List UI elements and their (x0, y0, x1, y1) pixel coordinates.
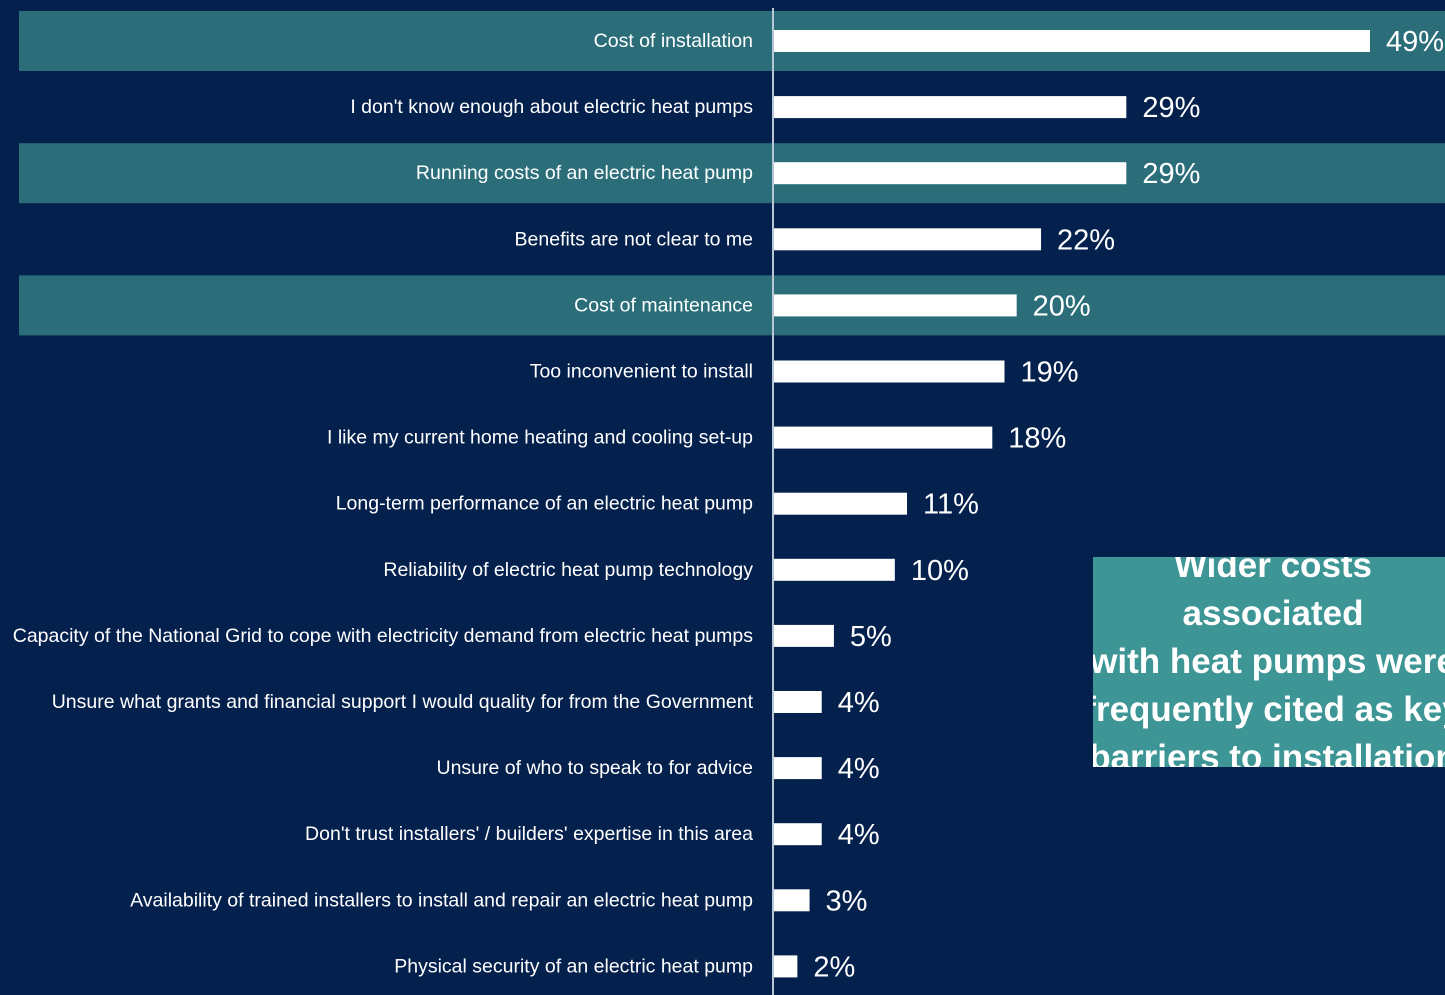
bar (773, 360, 1005, 383)
bar (773, 294, 1017, 317)
bar (773, 757, 822, 780)
value-label: 29% (1142, 158, 1200, 190)
bars (773, 30, 1370, 978)
bar (773, 691, 822, 713)
value-label: 22% (1057, 224, 1115, 256)
value-label: 19% (1020, 357, 1078, 389)
value-label: 20% (1033, 290, 1091, 322)
value-label: 29% (1142, 92, 1200, 124)
category-label: Unsure what grants and financial support… (52, 691, 754, 713)
bar (773, 889, 810, 912)
value-label: 4% (838, 753, 880, 785)
bar (773, 228, 1042, 251)
callout-box: Wider costs associated with heat pumps w… (1093, 557, 1445, 767)
value-label: 3% (826, 885, 868, 917)
bar (773, 30, 1370, 52)
category-label: Benefits are not clear to me (515, 228, 753, 250)
row-bands (19, 11, 1445, 336)
value-label: 18% (1008, 423, 1066, 455)
category-label: Availability of trained installers to in… (130, 889, 753, 911)
row-highlight-band (19, 275, 1445, 336)
value-label: 2% (813, 951, 855, 983)
category-label: Capacity of the National Grid to cope wi… (13, 625, 754, 647)
value-label: 4% (838, 819, 880, 851)
category-labels: Cost of installation I don't know enough … (13, 30, 754, 977)
bar (773, 624, 834, 647)
bar (773, 96, 1127, 119)
row-highlight-band (19, 143, 1445, 204)
category-label: Cost of maintenance (574, 294, 753, 316)
value-label: 49% (1386, 26, 1444, 58)
category-label: I don't know enough about electric heat … (350, 96, 753, 118)
category-label: Physical security of an electric heat pu… (394, 955, 753, 977)
value-label: 4% (838, 687, 880, 719)
category-label: Running costs of an electric heat pump (416, 162, 753, 184)
bar (773, 162, 1127, 185)
bar (773, 558, 895, 581)
value-label: 10% (911, 555, 969, 587)
callout-text: Wider costs associated with heat pumps w… (1093, 557, 1445, 767)
category-label: Reliability of electric heat pump techno… (383, 559, 753, 581)
category-label: Too inconvenient to install (530, 361, 753, 383)
category-label: Unsure of who to speak to for advice (436, 757, 753, 779)
bar (773, 492, 908, 515)
value-label: 11% (923, 489, 979, 521)
bar (773, 426, 993, 449)
bar (773, 955, 798, 978)
value-label: 5% (850, 621, 892, 653)
category-label: I like my current home heating and cooli… (327, 427, 753, 449)
category-label: Don't trust installers' / builders' expe… (305, 823, 753, 845)
category-label: Cost of installation (594, 30, 753, 52)
value-labels: 49% 29% 29% 22% 20% 19% 18% 11% 10% 5% 4% 4% 4% 3% 2% (813, 26, 1444, 983)
category-label: Long-term performance of an electric hea… (336, 493, 753, 515)
bar (773, 823, 822, 846)
